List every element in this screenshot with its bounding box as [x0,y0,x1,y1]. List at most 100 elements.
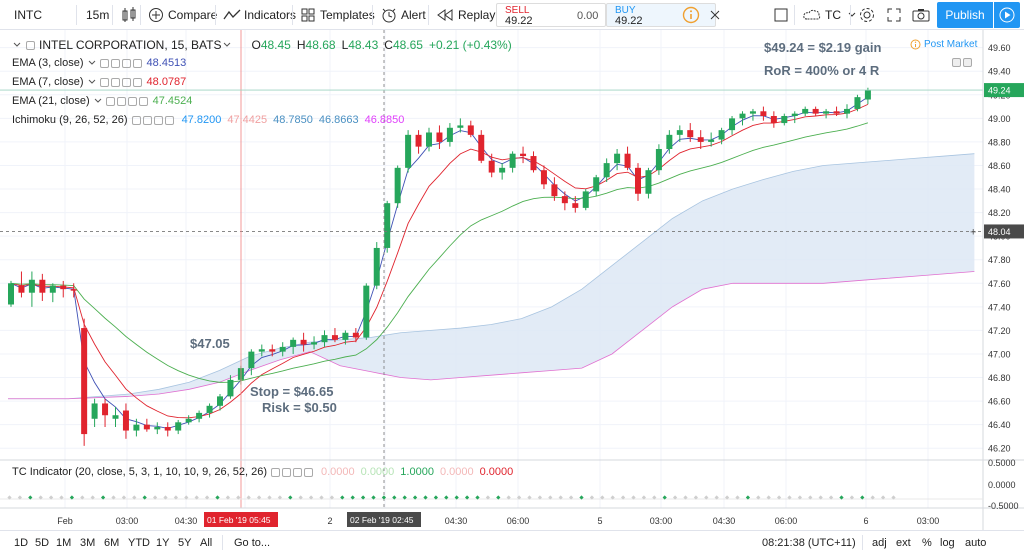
gear-icon[interactable] [142,115,152,125]
tc-dot [537,495,543,500]
settings-button[interactable] [854,0,880,30]
layout-button[interactable] [769,0,793,30]
current-price-tag [984,83,1024,98]
candle-body [331,335,338,340]
range-6m[interactable]: 6M [104,536,120,549]
close-value: 48.65 [392,38,423,52]
candle-body [603,163,610,178]
indicators-wave-icon [223,9,241,20]
gear-icon[interactable] [110,58,120,68]
high-label: H [296,38,306,52]
candle-body [60,285,67,290]
alert-button[interactable]: Alert [376,0,430,30]
log-toggle[interactable]: log [940,531,955,553]
candle-body [833,111,840,114]
time-tick-label: 06:00 [507,516,530,526]
publish-menu-button[interactable] [994,2,1020,28]
goto-button[interactable]: Go to... [234,531,270,553]
candle-body [8,283,14,305]
range-1y[interactable]: 1Y [156,536,170,549]
eye-icon[interactable] [99,77,109,87]
gear-icon[interactable] [116,96,126,106]
ema7-value: 48.0787 [146,76,187,88]
sell-button[interactable]: SELL 49.22 0.00 [496,3,606,27]
fullscreen-button[interactable] [882,0,906,30]
clock-display[interactable]: 08:21:38 (UTC+11) [762,531,856,553]
chevron-down-icon[interactable] [223,41,231,49]
compare-button[interactable]: Compare [144,0,221,30]
more-icon[interactable] [303,467,313,477]
tc-dot [340,495,345,500]
indicators-button[interactable]: Indicators [219,0,300,30]
range-1d[interactable]: 1D [14,536,29,549]
eye-icon[interactable] [131,115,141,125]
range-all[interactable]: All [200,536,213,549]
more-icon[interactable] [132,58,142,68]
close-icon[interactable] [127,96,137,106]
interval-button[interactable]: 15m [82,0,113,30]
symbol-search[interactable]: INTC [10,0,74,30]
range-5d[interactable]: 5D [35,536,50,549]
replay-icon [437,9,453,21]
candle-body [802,108,809,114]
chevron-down-icon[interactable] [88,59,96,67]
gear-icon[interactable] [281,467,291,477]
post-market-badge[interactable]: Post Market [910,39,977,50]
tc-dot [142,495,147,500]
tc-dot [766,495,771,500]
templates-button[interactable]: Templates [296,0,379,30]
arrow-up-icon[interactable] [952,58,961,67]
eye-icon[interactable] [26,40,35,50]
price-chart[interactable]: + 49.6049.4049.2049.0048.8048.6048.4048.… [0,30,1024,530]
ext-toggle[interactable]: ext [896,531,911,553]
tc-dot [485,495,491,500]
adj-toggle[interactable]: adj [872,531,887,553]
eye-icon[interactable] [99,58,109,68]
range-3m[interactable]: 3M [80,536,96,549]
alert-clock-icon [382,8,396,23]
tc-tick-label: 0.5000 [988,458,1016,468]
tc-value-1: 0.0000 [320,466,355,478]
close-icon[interactable] [292,467,302,477]
more-icon[interactable] [164,115,174,125]
tc-label: TC [825,8,841,22]
undo-button[interactable] [704,0,726,30]
tc-dot [319,495,324,500]
tc-button[interactable]: TC [798,0,861,30]
publish-button[interactable]: Publish [937,2,993,28]
arrow-down-icon[interactable] [963,58,972,67]
range-1m[interactable]: 1M [56,536,72,549]
candle-body [781,116,788,124]
chart-type-button[interactable] [116,0,142,30]
collapse-icon[interactable] [12,40,22,50]
chevron-down-icon[interactable] [88,78,96,86]
more-icon[interactable] [138,96,148,106]
candle-body [91,403,98,419]
close-icon[interactable] [121,58,131,68]
snapshot-button[interactable] [908,0,934,30]
undo-icon [710,10,720,20]
gear-icon[interactable] [110,77,120,87]
time-axis[interactable]: Feb 03:00 04:30 2 04:30 06:00 5 03:00 04:30 06:00… [57,512,939,527]
cloud-icon [803,9,821,20]
auto-toggle[interactable]: auto [965,531,986,553]
eye-icon[interactable] [270,467,280,477]
close-icon[interactable] [121,77,131,87]
tc-indicator-label: TC Indicator (20, close, 5, 3, 1, 10, 10… [12,466,267,478]
range-ytd[interactable]: YTD [128,536,150,549]
tc-indicator-pane: 0.5000 0.0000 -0.5000 [0,458,1019,511]
eye-icon[interactable] [105,96,115,106]
alert-label: Alert [401,8,426,22]
price-axis[interactable]: 49.6049.4049.2049.0048.8048.6048.4048.20… [984,43,1024,454]
info-button[interactable] [682,0,700,30]
candle-body [143,424,150,430]
percent-toggle[interactable]: % [922,531,932,553]
chevron-down-icon[interactable] [94,97,102,105]
range-5y[interactable]: 5Y [178,536,192,549]
replay-button[interactable]: Replay [432,0,499,30]
close-icon[interactable] [153,115,163,125]
ema7-label: EMA (7, close) [12,76,84,88]
more-icon[interactable] [132,77,142,87]
candles-group [8,87,871,446]
price-tick-label: 48.20 [988,208,1011,218]
